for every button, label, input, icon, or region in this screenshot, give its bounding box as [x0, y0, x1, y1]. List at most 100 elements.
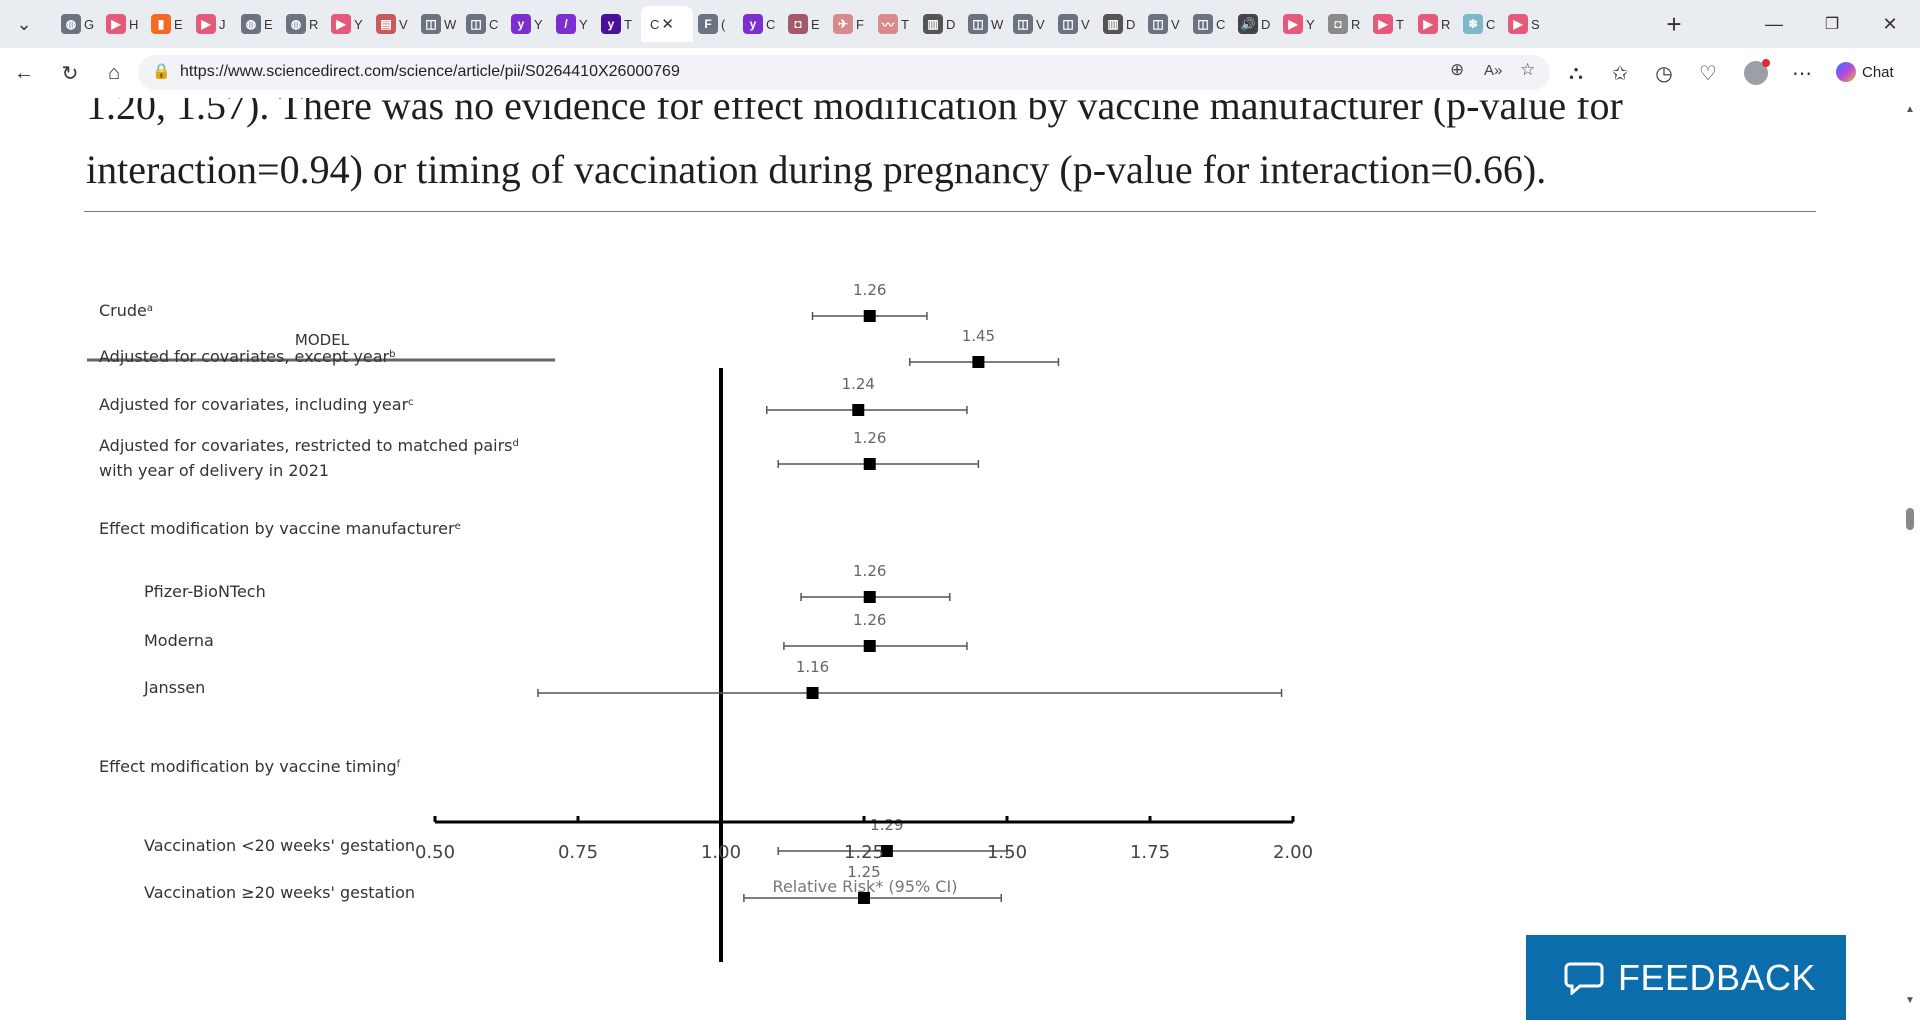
yahoo-icon: / [556, 14, 576, 34]
image-icon: ◘ [788, 14, 808, 34]
point-estimate [863, 310, 876, 322]
tab-title: R [309, 16, 319, 32]
tab[interactable]: ▶ Y [326, 6, 371, 42]
read-aloud-icon[interactable]: A» [1484, 62, 1503, 79]
row-label: Vaccination ≥20 weeks' gestation [144, 883, 415, 902]
youtube-icon: ▶ [1418, 14, 1438, 34]
zoom-icon[interactable]: ⊕ [1450, 60, 1465, 79]
tab-close-icon[interactable]: ✕ [661, 16, 674, 33]
tab[interactable]: ▶ S [1503, 6, 1548, 42]
tab[interactable]: ✈ F [828, 6, 873, 42]
tab[interactable]: ◫ W [416, 6, 461, 42]
back-arrow-icon[interactable]: ← [14, 61, 34, 84]
tab-title: H [129, 16, 139, 32]
rr-data-label: 1.24 [842, 375, 875, 393]
tab[interactable]: ▶ T [1368, 6, 1413, 42]
scroll-down-arrow-icon[interactable]: ▼ [1905, 995, 1915, 1006]
tab-title: W [444, 16, 457, 32]
page-icon: ◫ [1148, 14, 1168, 34]
tab[interactable]: F( [693, 6, 738, 42]
tab[interactable]: ▶ R [1413, 6, 1458, 42]
scrollbar-thumb[interactable] [1906, 508, 1914, 530]
article-paragraph-line-1: 1.20, 1.57). There was no evidence for e… [86, 98, 1623, 128]
tab[interactable]: ◍ E [236, 6, 281, 42]
minimize-icon[interactable]: — [1765, 13, 1783, 34]
tab-title: D [1126, 16, 1136, 32]
tab[interactable]: ◫ V [1008, 6, 1053, 42]
tab-title: T [1396, 16, 1404, 32]
rr-data-label: 1.45 [962, 327, 995, 345]
copilot-icon [1836, 62, 1856, 82]
tab[interactable]: ❄ C [1458, 6, 1503, 42]
pdf-icon: ▤ [376, 14, 396, 34]
point-estimate [852, 404, 865, 416]
tab-title: S [1531, 16, 1540, 32]
close-window-icon[interactable]: ✕ [1882, 13, 1898, 34]
scroll-up-arrow-icon[interactable]: ▲ [1905, 104, 1915, 115]
x-axis: 0.50 0.75 1.00 1.25 1.50 1.75 2.00 [415, 816, 1313, 863]
snowflake-icon: ❄ [1463, 14, 1483, 34]
url-text[interactable]: https://www.sciencedirect.com/science/ar… [180, 63, 680, 80]
address-bar[interactable]: 🔒 https://www.sciencedirect.com/science/… [138, 55, 1550, 90]
tab[interactable]: ◍ R [281, 6, 326, 42]
tab-active[interactable]: C ✕ [641, 6, 693, 42]
tab[interactable]: ◫ C [1188, 6, 1233, 42]
tab[interactable]: ◫ W [963, 6, 1008, 42]
tab[interactable]: ▶ J [191, 6, 236, 42]
tab[interactable]: ▶ Y [1278, 6, 1323, 42]
home-icon[interactable]: ⌂ [107, 61, 121, 84]
tab[interactable]: ▥ D [918, 6, 963, 42]
tab-list-chevron-icon[interactable]: ⌄ [16, 13, 32, 34]
page-icon: ◫ [968, 14, 988, 34]
extensions-icon[interactable]: ⛬ [1569, 61, 1583, 84]
point-estimate [863, 640, 876, 652]
favorites-icon[interactable]: ✩ [1611, 62, 1629, 85]
tab[interactable]: ◫ C [461, 6, 506, 42]
page-icon: ◫ [1058, 14, 1078, 34]
lock-icon[interactable]: 🔒 [152, 63, 171, 80]
point-estimate [806, 687, 819, 699]
copilot-chat-button[interactable]: Chat [1830, 56, 1916, 88]
profile-avatar-icon[interactable] [1740, 58, 1772, 88]
globe-icon: ◍ [286, 14, 306, 34]
tab[interactable]: ◍ G [56, 6, 101, 42]
point-estimate [880, 845, 893, 857]
point-estimate [863, 591, 876, 603]
fp-icon: F [698, 14, 718, 34]
vertical-scrollbar[interactable]: ▲ ▼ [1900, 98, 1920, 1020]
tab[interactable]: 〰 T [873, 6, 918, 42]
restore-icon[interactable]: ❐ [1824, 16, 1840, 33]
history-icon[interactable]: ◷ [1655, 62, 1673, 85]
more-menu-icon[interactable]: ⋯ [1792, 62, 1812, 85]
tab[interactable]: ▥ D [1098, 6, 1143, 42]
tab[interactable]: / Y [551, 6, 596, 42]
favorite-star-icon[interactable]: ☆ [1520, 60, 1536, 79]
new-tab-plus-icon[interactable]: + [1666, 8, 1682, 39]
tab[interactable]: ◘ R [1323, 6, 1368, 42]
feedback-button[interactable]: FEEDBACK [1526, 935, 1846, 1020]
tab-title: T [901, 16, 909, 32]
tab-title: T [624, 16, 632, 32]
health-icon[interactable]: ♡ [1699, 62, 1717, 85]
tab[interactable]: ▤ V [371, 6, 416, 42]
tab-title: E [174, 16, 183, 32]
refresh-icon[interactable]: ↻ [61, 62, 79, 85]
tab[interactable]: ◫ V [1143, 6, 1188, 42]
row-label: Adjusted for covariates, except yearb [99, 347, 395, 366]
x-tick-label: 1.25 [844, 842, 884, 863]
tab[interactable]: ◫ V [1053, 6, 1098, 42]
tab[interactable]: ▮ E [146, 6, 191, 42]
tab[interactable]: ◘ E [783, 6, 828, 42]
tab[interactable]: 🔊 D [1233, 6, 1278, 42]
row-label: Crudea [99, 301, 153, 320]
forest-rows: Crudea 1.26 Adjusted for covariates, excep… [99, 281, 1283, 962]
tab-title: G [84, 16, 95, 32]
x-tick-label: 1.75 [1130, 842, 1170, 863]
page-icon: ◫ [1013, 14, 1033, 34]
article-content: 1.20, 1.57). There was no evidence for e… [0, 98, 1900, 1020]
row-label: Pfizer-BioNTech [144, 582, 266, 601]
tab[interactable]: ▶ H [101, 6, 146, 42]
